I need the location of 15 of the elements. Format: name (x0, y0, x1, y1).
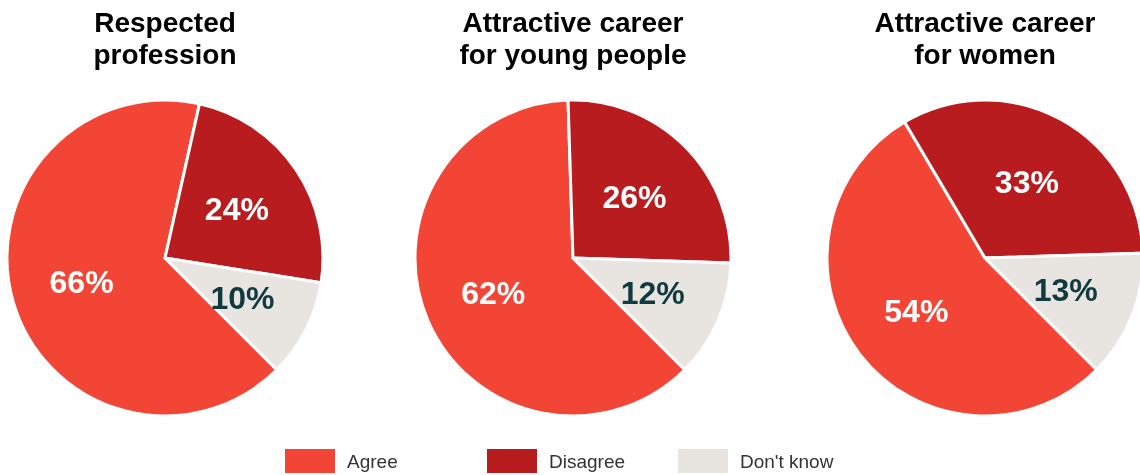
data-label: 62% (461, 274, 526, 311)
legend-label: Agree (347, 451, 398, 472)
data-label: 66% (49, 264, 114, 301)
data-label: 12% (620, 274, 685, 311)
chart-title: Attractive career for women (874, 7, 1096, 70)
data-label: 54% (884, 293, 949, 330)
data-label: 26% (602, 178, 667, 215)
data-label: 33% (994, 164, 1059, 201)
legend-label: Disagree (549, 451, 626, 472)
data-label: 13% (1033, 272, 1098, 309)
data-label: 10% (210, 279, 275, 316)
chart-title: Respected profession (93, 7, 237, 70)
chart-title: Attractive career for young people (459, 7, 687, 70)
data-label: 24% (204, 191, 269, 228)
legend-label: Don't know (740, 451, 834, 472)
